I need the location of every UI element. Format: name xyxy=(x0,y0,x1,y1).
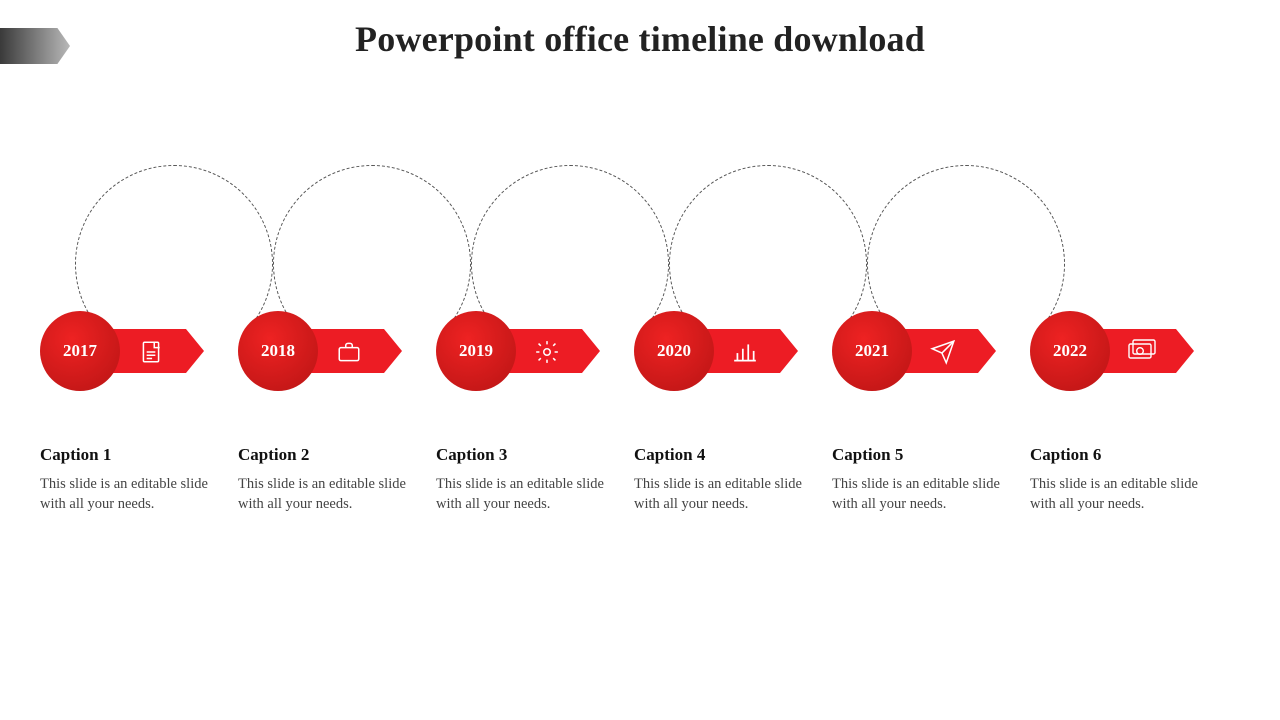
plane-icon xyxy=(930,339,956,370)
caption-body: This slide is an editable slide with all… xyxy=(238,475,408,514)
year-label: 2017 xyxy=(63,341,97,361)
caption-body: This slide is an editable slide with all… xyxy=(634,475,804,514)
timeline-node: 2017 xyxy=(40,305,238,415)
caption-title: Caption 5 xyxy=(832,445,1002,465)
caption-body: This slide is an editable slide with all… xyxy=(436,475,606,514)
caption-block: Caption 5 This slide is an editable slid… xyxy=(832,445,1002,514)
timeline-node: 2021 xyxy=(832,305,1030,415)
briefcase-icon xyxy=(336,339,362,370)
caption-body: This slide is an editable slide with all… xyxy=(40,475,210,514)
timeline-node: 2020 xyxy=(634,305,832,415)
caption-body: This slide is an editable slide with all… xyxy=(832,475,1002,514)
year-circle: 2018 xyxy=(238,311,318,391)
caption-title: Caption 4 xyxy=(634,445,804,465)
caption-title: Caption 2 xyxy=(238,445,408,465)
caption-block: Caption 4 This slide is an editable slid… xyxy=(634,445,804,514)
year-circle: 2017 xyxy=(40,311,120,391)
year-circle: 2022 xyxy=(1030,311,1110,391)
timeline-node: 2019 xyxy=(436,305,634,415)
year-label: 2020 xyxy=(657,341,691,361)
caption-title: Caption 3 xyxy=(436,445,606,465)
caption-title: Caption 6 xyxy=(1030,445,1200,465)
year-circle: 2019 xyxy=(436,311,516,391)
document-icon xyxy=(138,339,164,370)
caption-block: Caption 3 This slide is an editable slid… xyxy=(436,445,606,514)
timeline-node: 2022 xyxy=(1030,305,1228,415)
caption-title: Caption 1 xyxy=(40,445,210,465)
caption-block: Caption 1 This slide is an editable slid… xyxy=(40,445,210,514)
timeline-node: 2018 xyxy=(238,305,436,415)
year-label: 2018 xyxy=(261,341,295,361)
caption-body: This slide is an editable slide with all… xyxy=(1030,475,1200,514)
year-circle: 2020 xyxy=(634,311,714,391)
year-label: 2021 xyxy=(855,341,889,361)
year-label: 2022 xyxy=(1053,341,1087,361)
caption-block: Caption 6 This slide is an editable slid… xyxy=(1030,445,1200,514)
page-title: Powerpoint office timeline download xyxy=(0,18,1280,60)
bars-icon xyxy=(732,339,758,370)
money-icon xyxy=(1128,339,1156,366)
timeline-nodes: 2017 2018 2019 xyxy=(40,305,1240,415)
year-circle: 2021 xyxy=(832,311,912,391)
caption-block: Caption 2 This slide is an editable slid… xyxy=(238,445,408,514)
year-label: 2019 xyxy=(459,341,493,361)
timeline-stage: 2017 2018 2019 xyxy=(40,155,1240,655)
gear-icon xyxy=(534,339,560,370)
